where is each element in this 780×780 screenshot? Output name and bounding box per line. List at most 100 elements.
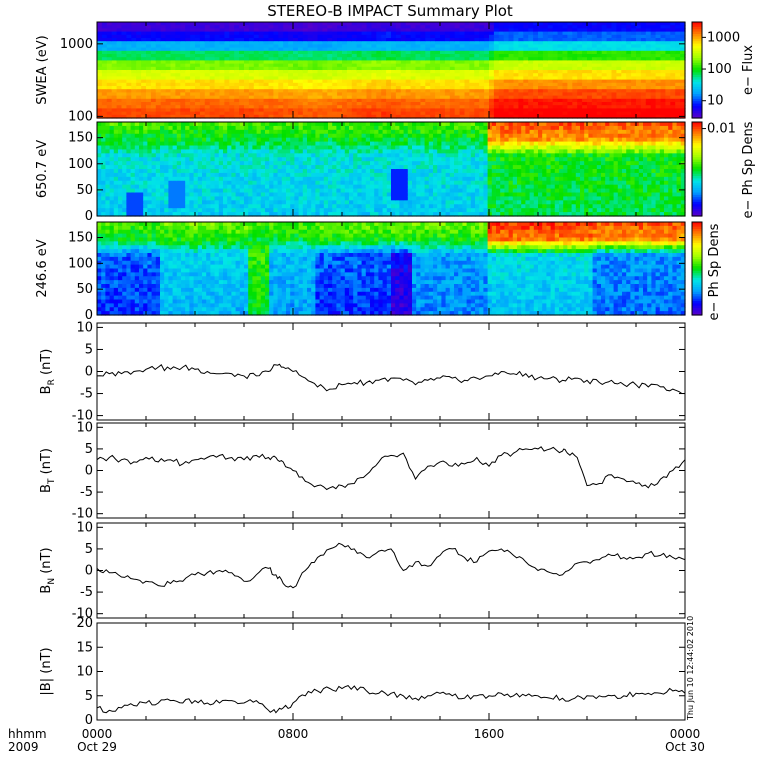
heatmap-cell bbox=[328, 165, 333, 170]
heatmap-cell bbox=[234, 108, 240, 113]
heatmap-cell bbox=[675, 41, 681, 45]
heatmap-cell bbox=[219, 54, 225, 58]
heatmap-cell bbox=[479, 95, 485, 100]
heatmap-cell bbox=[101, 70, 108, 74]
heatmap-cell bbox=[224, 86, 230, 90]
heatmap-cell bbox=[130, 204, 136, 209]
heatmap-cell bbox=[596, 92, 603, 97]
heatmap-cell bbox=[165, 47, 172, 52]
heatmap-cell bbox=[118, 180, 123, 186]
heatmap-cell bbox=[168, 208, 174, 213]
heatmap-cell bbox=[479, 25, 485, 29]
heatmap-cell bbox=[440, 95, 446, 100]
heatmap-cell bbox=[577, 114, 583, 119]
heatmap-cell bbox=[400, 44, 407, 49]
heatmap-cell bbox=[258, 50, 265, 55]
heatmap-cell bbox=[185, 196, 190, 201]
heatmap-cell bbox=[337, 89, 343, 93]
heatmap-cell bbox=[542, 22, 549, 26]
heatmap-cell bbox=[297, 105, 304, 109]
heatmap-cell bbox=[265, 137, 270, 143]
heatmap-cell bbox=[444, 73, 451, 77]
heatmap-cell bbox=[660, 41, 666, 45]
heatmap-cell bbox=[302, 98, 309, 103]
heatmap-cell bbox=[134, 212, 140, 217]
heatmap-cell bbox=[415, 111, 421, 116]
heatmap-cell bbox=[101, 184, 106, 190]
heatmap-cell bbox=[193, 122, 199, 127]
heatmap-cell bbox=[160, 204, 165, 209]
heatmap-cell bbox=[503, 111, 510, 116]
heatmap-cell bbox=[444, 79, 451, 84]
heatmap-cell bbox=[650, 114, 657, 119]
heatmap-cell bbox=[538, 76, 544, 81]
heatmap-cell bbox=[253, 73, 260, 77]
heatmap-cell bbox=[283, 79, 289, 84]
heatmap-cell bbox=[337, 66, 343, 71]
heatmap-cell bbox=[260, 180, 266, 186]
heatmap-cell bbox=[175, 102, 181, 106]
heatmap-cell bbox=[180, 47, 186, 52]
heatmap-cell bbox=[328, 208, 333, 213]
heatmap-cell bbox=[263, 47, 270, 52]
heatmap-cell bbox=[252, 200, 258, 205]
heatmap-cell bbox=[351, 66, 358, 71]
heatmap-cell bbox=[523, 102, 529, 106]
heatmap-cell bbox=[425, 41, 431, 45]
heatmap-cell bbox=[528, 102, 534, 106]
heatmap-cell bbox=[577, 76, 583, 81]
heatmap-cell bbox=[113, 165, 119, 170]
heatmap-cell bbox=[538, 63, 544, 68]
heatmap-cell bbox=[508, 50, 515, 55]
heatmap-cell bbox=[234, 22, 240, 26]
heatmap-cell bbox=[547, 70, 554, 74]
heatmap-cell bbox=[273, 212, 279, 217]
heatmap-cell bbox=[621, 54, 627, 58]
heatmap-cell bbox=[312, 89, 319, 93]
heatmap-cell bbox=[645, 38, 652, 42]
heatmap-cell bbox=[493, 57, 500, 61]
heatmap-cell bbox=[214, 212, 220, 217]
heatmap-cell bbox=[533, 76, 539, 81]
heatmap-cell bbox=[223, 184, 228, 190]
heatmap-cell bbox=[248, 180, 253, 186]
heatmap-cell bbox=[342, 89, 348, 93]
heatmap-cell bbox=[469, 50, 475, 55]
heatmap-cell bbox=[552, 89, 559, 93]
heatmap-cell bbox=[562, 63, 568, 68]
heatmap-cell bbox=[126, 95, 132, 100]
heatmap-cell bbox=[180, 66, 186, 71]
heatmap-cell bbox=[302, 34, 309, 39]
heatmap-cell bbox=[214, 129, 220, 135]
heatmap-cell bbox=[176, 172, 182, 178]
heatmap-cell bbox=[229, 73, 235, 77]
heatmap-cell bbox=[675, 44, 681, 49]
heatmap-cell bbox=[342, 54, 348, 58]
heatmap-cell bbox=[636, 47, 642, 52]
heatmap-cell bbox=[631, 89, 637, 93]
heatmap-cell bbox=[214, 165, 220, 170]
heatmap-cell bbox=[214, 169, 220, 174]
heatmap-cell bbox=[234, 111, 240, 116]
heatmap-cell bbox=[596, 114, 603, 119]
heatmap-cell bbox=[484, 22, 490, 26]
heatmap-cell bbox=[139, 169, 144, 174]
heatmap-cell bbox=[258, 66, 265, 71]
heatmap-cell bbox=[229, 82, 235, 87]
heatmap-cell bbox=[172, 200, 178, 205]
heatmap-cell bbox=[469, 102, 475, 106]
heatmap-cell bbox=[562, 114, 568, 119]
heatmap-cell bbox=[650, 92, 657, 97]
heatmap-cell bbox=[464, 82, 470, 87]
heatmap-cell bbox=[281, 208, 287, 213]
heatmap-cell bbox=[631, 111, 637, 116]
heatmap-cell bbox=[337, 50, 343, 55]
heatmap-cell bbox=[273, 157, 279, 162]
heatmap-cell bbox=[315, 169, 321, 174]
heatmap-cell bbox=[513, 92, 519, 97]
heatmap-cell bbox=[121, 54, 127, 58]
heatmap-cell bbox=[288, 114, 294, 119]
heatmap-cell bbox=[449, 102, 456, 106]
heatmap-cell bbox=[126, 98, 132, 103]
heatmap-cell bbox=[626, 54, 632, 58]
